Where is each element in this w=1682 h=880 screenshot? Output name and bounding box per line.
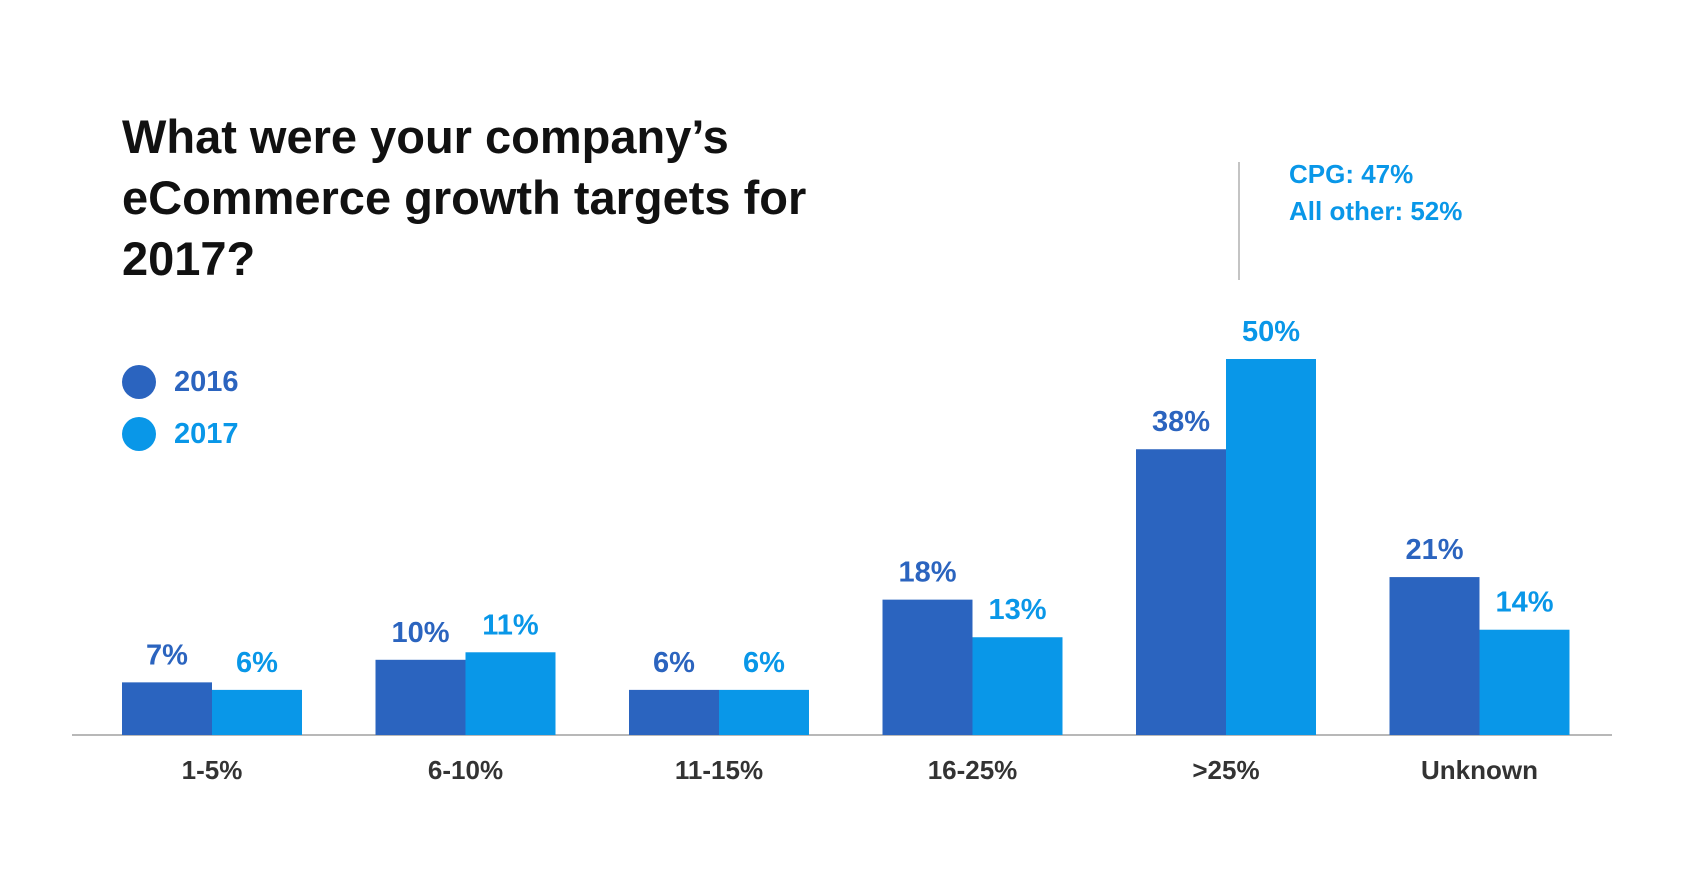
- bar-2017-16-25pct: [972, 637, 1063, 735]
- category-label-11-15pct: 11-15%: [675, 755, 763, 785]
- bar-2016-6-10pct: [375, 659, 466, 735]
- data-label-2016-16-25pct: 18%: [898, 557, 956, 589]
- data-label-2017-1-5pct: 6%: [236, 647, 278, 679]
- legend-item-2017: 2017: [122, 408, 239, 460]
- legend: 2016 2017: [122, 356, 239, 460]
- data-label-2017-gt-25pct: 50%: [1242, 316, 1300, 348]
- bar-2017-unknown: [1479, 629, 1570, 735]
- data-label-2016-1-5pct: 7%: [146, 639, 188, 671]
- bar-2017-1-5pct: [212, 689, 302, 735]
- annotation-line-all-other: All other: 52%: [1289, 196, 1463, 226]
- legend-swatch-2016: [122, 365, 156, 399]
- bar-2017-11-15pct: [719, 689, 809, 735]
- bar-2016-unknown: [1389, 577, 1480, 735]
- bar-2017-6-10pct: [465, 652, 556, 735]
- annotation-callout: CPG: 47% All other: 52%: [1289, 156, 1462, 230]
- category-label-16-25pct: 16-25%: [928, 755, 1018, 785]
- category-label-6-10pct: 6-10%: [428, 755, 503, 785]
- data-label-2017-11-15pct: 6%: [743, 647, 785, 679]
- data-label-2016-gt-25pct: 38%: [1152, 406, 1210, 438]
- data-label-2016-6-10pct: 10%: [391, 617, 449, 649]
- annotation-line-cpg: CPG: 47%: [1289, 159, 1414, 189]
- data-label-2016-unknown: 21%: [1405, 534, 1463, 566]
- bar-2016-1-5pct: [122, 682, 212, 735]
- category-label-unknown: Unknown: [1421, 755, 1538, 785]
- data-label-2017-unknown: 14%: [1495, 587, 1553, 619]
- bar-2016-gt-25pct: [1136, 449, 1226, 735]
- legend-item-2016: 2016: [122, 356, 239, 408]
- data-label-2017-6-10pct: 11%: [482, 609, 539, 641]
- category-label-gt-25pct: >25%: [1192, 755, 1259, 785]
- data-label-2017-16-25pct: 13%: [988, 594, 1046, 626]
- legend-label-2016: 2016: [174, 365, 239, 398]
- legend-label-2017: 2017: [174, 417, 239, 450]
- category-label-1-5pct: 1-5%: [182, 755, 243, 785]
- bar-2016-16-25pct: [882, 599, 973, 735]
- bar-2016-11-15pct: [629, 689, 719, 735]
- chart-title: What were your company’s eCommerce growt…: [122, 110, 807, 285]
- data-label-2016-11-15pct: 6%: [653, 647, 695, 679]
- bar-2017-gt-25pct: [1226, 359, 1316, 735]
- legend-swatch-2017: [122, 417, 156, 451]
